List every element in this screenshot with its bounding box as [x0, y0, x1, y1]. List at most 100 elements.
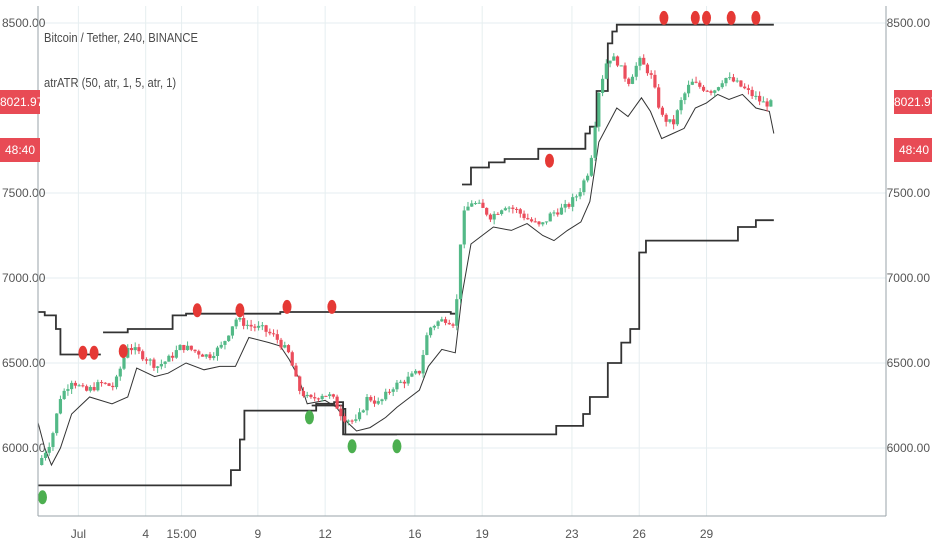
candle-body [724, 78, 728, 84]
candle-body [447, 322, 451, 325]
candle-body [619, 65, 623, 67]
candle-body [141, 351, 145, 360]
candle-body [215, 347, 220, 356]
candle-body [402, 381, 407, 384]
countdown-tag-right: 48:40 [894, 138, 932, 162]
candle-body [720, 83, 724, 88]
candle-body [593, 126, 597, 158]
y-tick-label: 7000.00 [887, 271, 931, 285]
candle-body [174, 350, 178, 358]
candle-body [43, 452, 48, 458]
sell-signal [192, 303, 202, 318]
y-tick-label: 6000.00 [2, 441, 46, 455]
sell-signal [751, 10, 761, 25]
candle-body [705, 90, 709, 92]
candle-body [765, 101, 769, 107]
y-tick-label: 6500.00 [887, 356, 931, 370]
candle-body [85, 386, 89, 391]
candle-body [55, 413, 59, 434]
candle-body [473, 203, 478, 205]
candle-body [171, 355, 175, 358]
sell-signal [118, 344, 128, 359]
candle-body [193, 349, 197, 352]
y-tick-label: 6000.00 [887, 441, 931, 455]
x-tick-label: 19 [476, 527, 490, 541]
candle-body [204, 354, 208, 357]
candle-body [70, 382, 74, 390]
x-tick-label: 4 [142, 527, 149, 541]
candle-body [339, 408, 343, 417]
candle-body [275, 334, 279, 340]
candle-body [92, 386, 96, 391]
candle-body [88, 386, 92, 391]
candle-body [466, 206, 470, 211]
candle-body [698, 82, 702, 87]
candle-body [754, 95, 758, 97]
candle-body [574, 196, 579, 198]
candle-body [122, 357, 126, 369]
candle-body [597, 92, 601, 127]
candle-body [728, 77, 732, 79]
candle-body [634, 65, 638, 77]
candle-body [96, 382, 100, 391]
x-tick-label: 16 [408, 527, 422, 541]
candle-body [167, 355, 171, 362]
candle-body [709, 91, 713, 93]
candle-body [552, 212, 556, 214]
y-tick-label: 6500.00 [2, 356, 46, 370]
candle-body [455, 299, 459, 326]
candle-body [440, 319, 444, 322]
candle-body [716, 87, 721, 91]
candle-body [354, 419, 358, 421]
candle-body [279, 339, 283, 348]
candle-body [256, 325, 261, 328]
candle-body [298, 376, 302, 391]
candle-body [81, 385, 85, 387]
candle-body [290, 352, 294, 366]
y-tick-label: 7500.00 [887, 186, 931, 200]
candle-body [701, 86, 706, 91]
chart-title: Bitcoin / Tether, 240, BINANCE [44, 30, 198, 45]
price-tag-left: 8021.97 [0, 90, 43, 114]
candle-body [103, 382, 107, 384]
candle-body [200, 354, 205, 357]
candle-body [458, 244, 463, 300]
candle-body [148, 359, 152, 361]
candle-body [369, 396, 373, 401]
candle-body [399, 381, 403, 383]
candle-body [305, 394, 309, 397]
candle-body [451, 324, 455, 326]
candle-body [578, 192, 582, 197]
sell-signal [235, 303, 245, 318]
candle-body [485, 207, 489, 215]
candle-body [660, 107, 665, 115]
candle-body [260, 325, 264, 327]
candle-body [320, 395, 324, 400]
buy-signal [304, 410, 314, 425]
candle-body [387, 391, 392, 393]
y-tick-label: 7000.00 [2, 271, 46, 285]
candle-body [731, 77, 736, 82]
candle-body [118, 368, 122, 377]
candle-body [107, 383, 111, 386]
candle-body [503, 208, 507, 211]
candle-body [642, 57, 646, 65]
sell-signal [327, 299, 337, 314]
candle-body [137, 347, 141, 352]
candle-body [649, 73, 653, 75]
candle-body [556, 212, 560, 215]
candle-body [129, 348, 134, 351]
candle-body [380, 399, 384, 402]
candle-body [99, 382, 104, 384]
candle-body [496, 213, 500, 215]
candle-body [529, 219, 534, 222]
candle-body [372, 400, 377, 404]
candle-body [743, 86, 747, 89]
candle-body [657, 87, 661, 108]
candle-body [582, 180, 586, 193]
stop-line [462, 23, 774, 186]
candle-body [77, 385, 81, 387]
candle-body [316, 398, 321, 400]
